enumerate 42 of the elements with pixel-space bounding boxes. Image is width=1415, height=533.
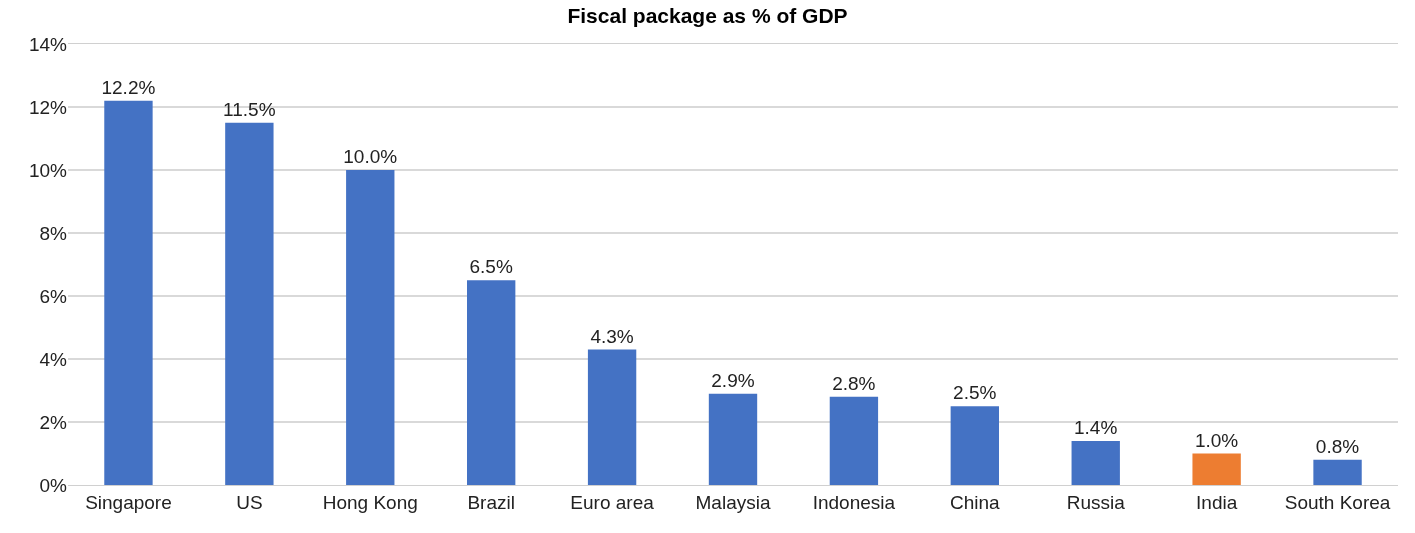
data-label: 10.0% — [343, 146, 398, 167]
bar — [346, 170, 395, 485]
data-label: 4.3% — [590, 325, 634, 347]
x-tick-label: Euro area — [570, 491, 655, 513]
data-label: 2.5% — [953, 382, 997, 404]
y-tick-label: 4% — [39, 348, 68, 370]
data-label: 12.2% — [101, 76, 156, 98]
bar — [708, 393, 758, 485]
bar — [1071, 440, 1120, 485]
y-tick-label: 6% — [39, 285, 68, 307]
x-tick-label: China — [949, 491, 1001, 513]
bar — [225, 122, 274, 485]
y-tick-label: 2% — [39, 411, 68, 433]
x-tick-label: South Korea — [1284, 491, 1391, 513]
y-tick-label: 10% — [28, 159, 68, 181]
x-tick-label: Brazil — [467, 491, 515, 513]
x-tick-label: Indonesia — [812, 491, 896, 513]
data-label: 0.8% — [1315, 435, 1360, 457]
data-label: 1.4% — [1074, 416, 1118, 438]
x-tick-label: India — [1196, 491, 1238, 513]
data-label: 1.0% — [1194, 429, 1239, 451]
y-tick-label: 14% — [28, 33, 68, 55]
x-tick-label: US — [236, 491, 263, 513]
data-label: 6.5% — [469, 256, 513, 278]
bar — [829, 396, 879, 485]
bar — [950, 406, 999, 485]
bar — [467, 280, 516, 485]
data-label: 11.5% — [223, 98, 276, 120]
bar — [1192, 453, 1241, 485]
data-label: 2.8% — [832, 372, 876, 394]
x-tick-label: Russia — [1066, 491, 1126, 513]
y-tick-label: 0% — [39, 474, 68, 496]
chart-title: Fiscal package as % of GDP — [567, 3, 848, 27]
y-tick-label: 8% — [39, 222, 68, 244]
x-tick-label: Malaysia — [695, 491, 771, 513]
bar — [587, 349, 637, 485]
y-tick-label: 12% — [28, 96, 68, 118]
data-label: 2.9% — [711, 369, 755, 391]
x-tick-label: Hong Kong — [322, 491, 418, 513]
x-tick-label: Singapore — [85, 491, 172, 513]
bar — [104, 100, 153, 485]
bar — [1313, 459, 1362, 485]
